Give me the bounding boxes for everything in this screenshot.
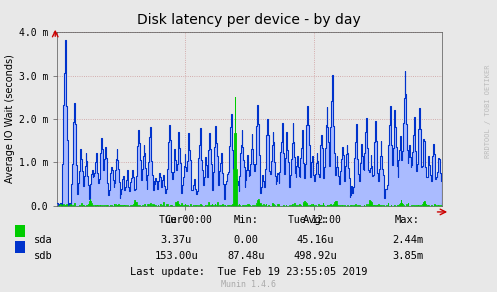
Text: Cur:: Cur: <box>164 215 189 225</box>
Text: Last update:  Tue Feb 19 23:55:05 2019: Last update: Tue Feb 19 23:55:05 2019 <box>130 267 367 277</box>
Text: 2.44m: 2.44m <box>392 235 423 245</box>
Text: Avg:: Avg: <box>303 215 328 225</box>
Text: Max:: Max: <box>395 215 420 225</box>
Text: Disk latency per device - by day: Disk latency per device - by day <box>137 13 360 27</box>
Text: 498.92u: 498.92u <box>294 251 337 261</box>
Text: 87.48u: 87.48u <box>227 251 265 261</box>
Text: 45.16u: 45.16u <box>297 235 334 245</box>
Text: Min:: Min: <box>234 215 258 225</box>
Text: 153.00u: 153.00u <box>155 251 198 261</box>
Text: sda: sda <box>34 235 53 245</box>
Text: Munin 1.4.6: Munin 1.4.6 <box>221 280 276 289</box>
Text: sdb: sdb <box>34 251 53 261</box>
Text: 3.37u: 3.37u <box>161 235 192 245</box>
Y-axis label: Average IO Wait (seconds): Average IO Wait (seconds) <box>4 55 14 183</box>
Text: 0.00: 0.00 <box>234 235 258 245</box>
Text: 3.85m: 3.85m <box>392 251 423 261</box>
Text: RRDTOOL / TOBI OETIKER: RRDTOOL / TOBI OETIKER <box>485 64 491 158</box>
